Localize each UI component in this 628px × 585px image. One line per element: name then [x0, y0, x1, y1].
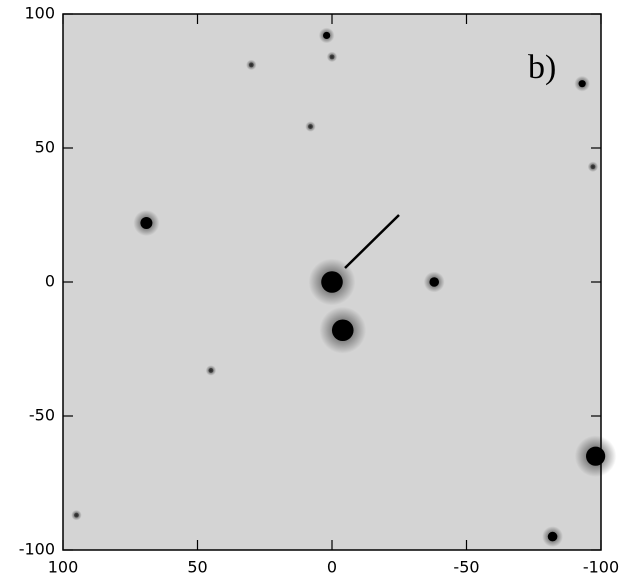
source	[578, 80, 586, 88]
source-halo	[246, 59, 257, 71]
source	[140, 217, 153, 230]
source-halo	[71, 509, 82, 521]
plot-frame	[62, 13, 602, 551]
source	[586, 446, 606, 466]
x-tick-label: 0	[327, 558, 337, 577]
x-tick-label: -50	[453, 558, 479, 577]
source-halo	[305, 121, 316, 132]
source	[590, 164, 596, 170]
source	[323, 31, 331, 40]
source	[547, 531, 558, 542]
source-halo	[326, 51, 338, 63]
panel-label: b)	[528, 49, 556, 86]
y-tick-label: 50	[35, 138, 55, 157]
x-tick-label: -100	[583, 558, 619, 577]
x-tick-label: 50	[187, 558, 207, 577]
source	[329, 54, 335, 60]
y-tick-label: -100	[19, 540, 55, 559]
y-tick-label: 100	[24, 4, 55, 23]
source	[429, 277, 440, 287]
source-halo	[205, 365, 217, 376]
source	[331, 319, 354, 342]
source-halo	[587, 161, 599, 172]
source	[321, 271, 343, 293]
y-tick-label: -50	[29, 406, 55, 425]
source	[208, 368, 214, 373]
pointer-line	[344, 214, 400, 269]
source	[308, 124, 313, 129]
x-tick-label: 100	[48, 558, 79, 577]
y-tick-label: 0	[45, 272, 55, 291]
source	[248, 62, 254, 68]
source	[74, 512, 79, 518]
